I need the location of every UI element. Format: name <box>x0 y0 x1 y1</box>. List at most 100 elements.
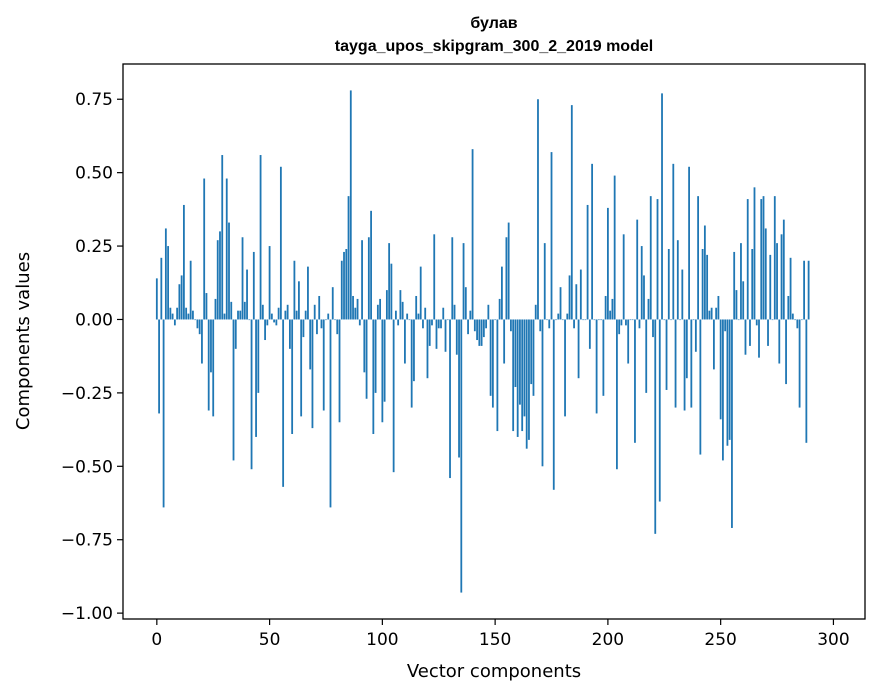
bar-21 <box>203 178 206 320</box>
bar-97 <box>374 319 377 393</box>
bar-184 <box>570 105 573 320</box>
bar-203 <box>613 175 616 320</box>
bar-24 <box>210 319 212 373</box>
bar-246 <box>710 307 713 320</box>
plot-frame <box>122 63 866 620</box>
bar-142 <box>476 319 478 341</box>
bar-75 <box>325 319 327 321</box>
bar-248 <box>715 307 718 320</box>
bar-14 <box>187 313 190 320</box>
bar-174 <box>548 319 551 329</box>
bar-133 <box>455 319 458 355</box>
bar-46 <box>259 155 262 320</box>
x-tick-label: 250 <box>704 630 736 650</box>
bar-72 <box>318 295 321 320</box>
bar-276 <box>778 319 781 364</box>
bar-287 <box>803 260 806 320</box>
bar-62 <box>295 310 298 320</box>
bar-238 <box>692 319 695 321</box>
bar-28 <box>219 231 221 320</box>
bar-7 <box>171 313 174 320</box>
bar-26 <box>214 298 217 320</box>
bar-250 <box>719 319 722 420</box>
bar-152 <box>498 298 501 320</box>
bar-170 <box>539 319 542 332</box>
bar-124 <box>435 319 438 349</box>
bar-77 <box>329 319 332 508</box>
bar-183 <box>568 275 571 320</box>
bar-286 <box>800 319 803 321</box>
bar-247 <box>712 319 715 370</box>
bar-127 <box>442 307 445 320</box>
bar-138 <box>467 319 469 335</box>
bar-182 <box>566 313 569 320</box>
bar-256 <box>733 251 736 320</box>
bar-223 <box>658 319 661 502</box>
bar-224 <box>661 93 663 320</box>
bar-191 <box>586 204 589 320</box>
bar-205 <box>618 319 621 335</box>
bar-126 <box>440 319 442 329</box>
bar-168 <box>534 304 537 320</box>
bar-169 <box>537 99 539 320</box>
chart-title: булав <box>470 15 517 32</box>
bar-48 <box>264 319 266 341</box>
bar-186 <box>575 284 578 320</box>
bar-197 <box>600 319 603 321</box>
bar-277 <box>780 234 783 320</box>
bar-210 <box>629 319 632 321</box>
bar-181 <box>564 319 566 417</box>
bar-70 <box>313 304 316 320</box>
y-tick-label: −0.50 <box>61 457 113 477</box>
bar-31 <box>225 178 228 320</box>
x-axis-label: Vector components <box>407 661 581 682</box>
bar-56 <box>282 319 285 487</box>
bar-41 <box>248 319 251 321</box>
bar-32 <box>228 222 230 320</box>
bar-15 <box>189 260 192 320</box>
bar-201 <box>609 310 612 320</box>
bar-229 <box>672 163 675 320</box>
bar-163 <box>523 319 526 417</box>
bar-18 <box>196 319 199 329</box>
bar-265 <box>753 187 756 320</box>
bar-34 <box>232 319 235 461</box>
bar-20 <box>201 319 203 364</box>
bar-269 <box>762 196 765 320</box>
bar-1 <box>158 319 160 414</box>
bar-284 <box>796 319 799 329</box>
bar-140 <box>471 149 474 320</box>
x-axis-ticks: 0 50 100 150 200 250 300 <box>151 619 850 650</box>
bar-132 <box>453 304 456 320</box>
bar-283 <box>794 319 796 321</box>
bar-110 <box>404 319 406 364</box>
bar-6 <box>169 307 172 320</box>
bar-89 <box>356 298 359 320</box>
bar-289 <box>807 260 810 320</box>
bar-73 <box>320 319 323 329</box>
bar-227 <box>667 249 670 320</box>
bar-155 <box>505 237 508 320</box>
bar-45 <box>257 319 260 393</box>
bar-66 <box>304 310 307 320</box>
x-tick-label: 150 <box>479 630 511 650</box>
bar-145 <box>482 319 485 338</box>
bar-162 <box>521 319 524 432</box>
bar-259 <box>740 243 742 320</box>
bar-134 <box>458 319 460 458</box>
bar-281 <box>789 257 792 320</box>
bar-25 <box>212 319 215 417</box>
bar-11 <box>180 275 183 320</box>
bar-68 <box>309 319 312 370</box>
bar-216 <box>643 275 645 320</box>
bar-87 <box>352 295 354 320</box>
bar-65 <box>302 319 305 338</box>
bar-274 <box>773 196 776 320</box>
bar-199 <box>604 295 607 320</box>
bar-96 <box>372 319 375 434</box>
bar-166 <box>530 319 533 385</box>
bar-111 <box>406 313 409 320</box>
bar-225 <box>663 319 666 321</box>
bar-81 <box>338 319 341 423</box>
